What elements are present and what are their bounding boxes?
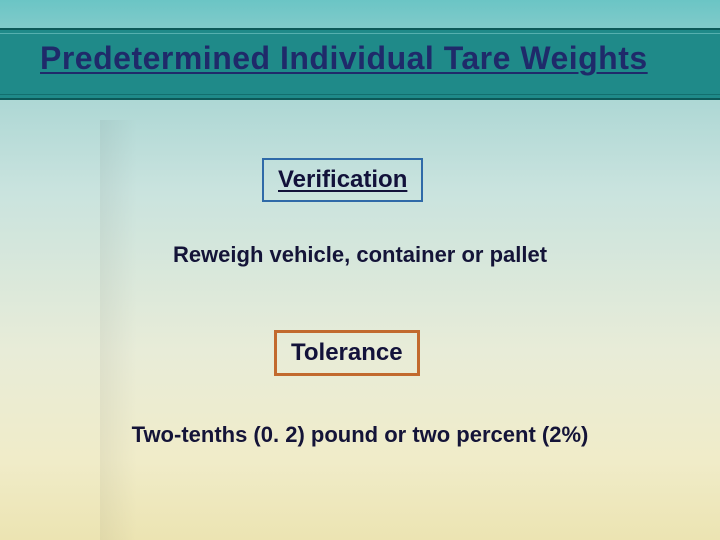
verification-box: Verification — [262, 158, 423, 202]
tolerance-line: Two-tenths (0. 2) pound or two percent (… — [0, 422, 720, 448]
slide: Predetermined Individual Tare Weights Ve… — [0, 0, 720, 540]
verification-line: Reweigh vehicle, container or pallet — [0, 242, 720, 268]
tolerance-box: Tolerance — [274, 330, 420, 376]
slide-title: Predetermined Individual Tare Weights — [40, 40, 648, 77]
